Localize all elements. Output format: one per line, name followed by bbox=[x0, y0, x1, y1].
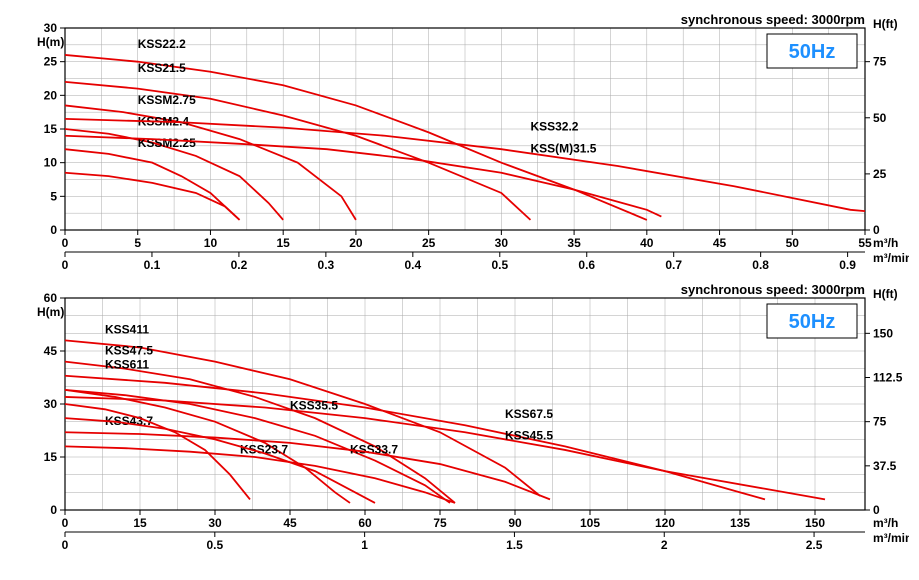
svg-text:0.7: 0.7 bbox=[665, 258, 682, 272]
svg-text:75: 75 bbox=[873, 55, 887, 69]
svg-text:20: 20 bbox=[349, 236, 363, 250]
svg-text:150: 150 bbox=[805, 516, 825, 530]
svg-text:30: 30 bbox=[44, 21, 58, 35]
x-top-unit: m³/h bbox=[873, 236, 898, 250]
y-left-label: H(m) bbox=[37, 35, 64, 49]
svg-text:2.5: 2.5 bbox=[806, 538, 823, 552]
curve-KSS33.7 bbox=[65, 418, 375, 503]
svg-text:60: 60 bbox=[44, 291, 58, 305]
svg-text:10: 10 bbox=[44, 156, 58, 170]
chart2-container: KSS411KSS47.5KSS611KSS43.7KSS35.5KSS67.5… bbox=[10, 280, 909, 570]
svg-text:55: 55 bbox=[858, 236, 872, 250]
svg-text:1.5: 1.5 bbox=[506, 538, 523, 552]
svg-text:0.2: 0.2 bbox=[231, 258, 248, 272]
svg-text:105: 105 bbox=[580, 516, 600, 530]
x-bottom-unit: m³/min bbox=[873, 531, 909, 545]
svg-text:25: 25 bbox=[44, 55, 58, 69]
freq-label: 50Hz bbox=[789, 41, 836, 63]
svg-text:25: 25 bbox=[873, 167, 887, 181]
svg-text:0.1: 0.1 bbox=[144, 258, 161, 272]
svg-text:112.5: 112.5 bbox=[873, 371, 903, 385]
svg-text:45: 45 bbox=[44, 344, 58, 358]
svg-text:0.9: 0.9 bbox=[839, 258, 856, 272]
svg-text:10: 10 bbox=[204, 236, 218, 250]
svg-text:15: 15 bbox=[44, 122, 58, 136]
svg-text:0.6: 0.6 bbox=[578, 258, 595, 272]
curve-label-KSS(M)31.5: KSS(M)31.5 bbox=[530, 142, 596, 156]
svg-text:0: 0 bbox=[62, 516, 69, 530]
svg-text:15: 15 bbox=[277, 236, 291, 250]
svg-text:0: 0 bbox=[62, 538, 69, 552]
chart1-container: KSS22.2KSS21.5KSSM2.75KSSM2.4KSSM2.25KSS… bbox=[10, 10, 909, 280]
svg-text:0.5: 0.5 bbox=[206, 538, 223, 552]
curve-label-KSS22.2: KSS22.2 bbox=[138, 37, 186, 51]
svg-text:0.3: 0.3 bbox=[318, 258, 335, 272]
svg-text:0.5: 0.5 bbox=[491, 258, 508, 272]
svg-text:0: 0 bbox=[62, 236, 69, 250]
svg-text:40: 40 bbox=[640, 236, 654, 250]
svg-text:20: 20 bbox=[44, 88, 58, 102]
svg-text:75: 75 bbox=[873, 415, 887, 429]
svg-text:0: 0 bbox=[873, 503, 880, 517]
svg-text:15: 15 bbox=[133, 516, 147, 530]
svg-text:30: 30 bbox=[495, 236, 509, 250]
speed-title: synchronous speed: 3000rpm bbox=[681, 282, 865, 297]
y-left-label: H(m) bbox=[37, 305, 64, 319]
svg-text:50: 50 bbox=[786, 236, 800, 250]
svg-text:37.5: 37.5 bbox=[873, 459, 897, 473]
svg-text:45: 45 bbox=[713, 236, 727, 250]
curve-label-KSS67.5: KSS67.5 bbox=[505, 407, 553, 421]
svg-text:0: 0 bbox=[873, 223, 880, 237]
curve-label-KSS47.5: KSS47.5 bbox=[105, 344, 153, 358]
svg-text:2: 2 bbox=[661, 538, 668, 552]
svg-text:0.4: 0.4 bbox=[404, 258, 421, 272]
svg-text:50: 50 bbox=[873, 111, 887, 125]
svg-text:60: 60 bbox=[358, 516, 372, 530]
svg-text:150: 150 bbox=[873, 326, 893, 340]
svg-text:0: 0 bbox=[50, 223, 57, 237]
svg-text:30: 30 bbox=[44, 397, 58, 411]
svg-text:135: 135 bbox=[730, 516, 750, 530]
y-right-label: H(ft) bbox=[873, 287, 898, 301]
curve-KSSM2.25 bbox=[65, 149, 240, 220]
svg-text:0: 0 bbox=[50, 503, 57, 517]
curve-label-KSS23.7: KSS23.7 bbox=[240, 442, 288, 456]
svg-text:5: 5 bbox=[50, 189, 57, 203]
svg-text:35: 35 bbox=[567, 236, 581, 250]
svg-text:30: 30 bbox=[208, 516, 222, 530]
curve-label-KSS21.5: KSS21.5 bbox=[138, 61, 186, 75]
svg-text:15: 15 bbox=[44, 450, 58, 464]
curve-label-KSS45.5: KSS45.5 bbox=[505, 428, 553, 442]
curve-label-KSS411: KSS411 bbox=[105, 322, 149, 336]
curve-KSS21.5 bbox=[65, 82, 530, 220]
svg-text:75: 75 bbox=[433, 516, 447, 530]
svg-text:25: 25 bbox=[422, 236, 436, 250]
y-right-label: H(ft) bbox=[873, 17, 898, 31]
x-top-unit: m³/h bbox=[873, 516, 898, 530]
curve-KSS23.7 bbox=[65, 404, 250, 499]
pump-curve-chart-1: KSS22.2KSS21.5KSSM2.75KSSM2.4KSSM2.25KSS… bbox=[10, 10, 909, 280]
svg-text:45: 45 bbox=[283, 516, 297, 530]
svg-text:1: 1 bbox=[361, 538, 368, 552]
svg-text:90: 90 bbox=[508, 516, 522, 530]
curve-KSS47.5 bbox=[65, 362, 455, 503]
pump-curve-chart-2: KSS411KSS47.5KSS611KSS43.7KSS35.5KSS67.5… bbox=[10, 280, 909, 570]
freq-label: 50Hz bbox=[789, 311, 836, 333]
svg-text:0.8: 0.8 bbox=[752, 258, 769, 272]
curve-label-KSS611: KSS611 bbox=[105, 358, 149, 372]
curve-label-KSS32.2: KSS32.2 bbox=[530, 119, 578, 133]
speed-title: synchronous speed: 3000rpm bbox=[681, 12, 865, 27]
svg-text:5: 5 bbox=[134, 236, 141, 250]
svg-text:0: 0 bbox=[62, 258, 69, 272]
curve-label-KSS33.7: KSS33.7 bbox=[350, 442, 398, 456]
svg-text:120: 120 bbox=[655, 516, 675, 530]
curve-label-KSSM2.75: KSSM2.75 bbox=[138, 93, 196, 107]
x-bottom-unit: m³/min bbox=[873, 251, 909, 265]
